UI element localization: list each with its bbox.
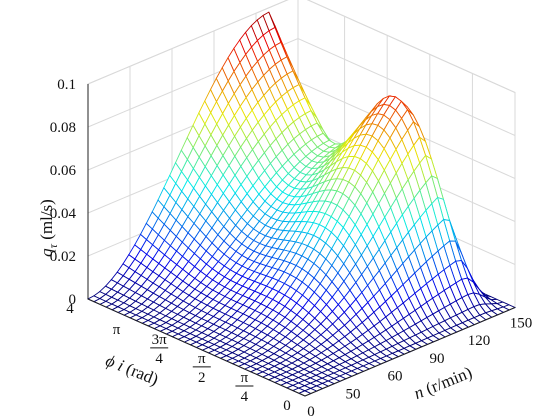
phi-tick-denominator: 4 bbox=[155, 351, 163, 367]
n-axis-label: n (r/min) bbox=[411, 363, 475, 403]
z-axis-label: qτ (ml/s) bbox=[37, 199, 60, 257]
z-tick-label: 0 bbox=[69, 292, 77, 308]
n-tick-label: 60 bbox=[388, 369, 403, 385]
phi-tick-label: 4 bbox=[66, 301, 74, 317]
grid-line-z bbox=[87, 0, 516, 93]
z-tick-label: 0.02 bbox=[50, 249, 76, 265]
n-tick-label: 120 bbox=[468, 333, 491, 349]
phi-tick-denominator: 4 bbox=[241, 389, 249, 405]
phi-tick-numerator: 3π bbox=[152, 332, 168, 348]
phi-tick-denominator: 2 bbox=[198, 370, 206, 386]
phi-tick-numerator: π bbox=[241, 370, 249, 386]
phi-tick-label: π bbox=[113, 322, 121, 338]
phi-tick-label: 0 bbox=[283, 398, 291, 414]
z-tick-label: 0.1 bbox=[57, 77, 76, 93]
z-tick-label: 0.04 bbox=[50, 206, 77, 222]
n-tick-label: 0 bbox=[307, 404, 315, 420]
n-tick-label: 90 bbox=[430, 351, 445, 367]
phi-axis-line bbox=[87, 298, 306, 397]
phi-tick-numerator: π bbox=[198, 351, 206, 367]
phi-axis-label: ϕ i (rad) bbox=[103, 351, 161, 389]
n-tick-label: 50 bbox=[346, 386, 361, 402]
surface-mesh bbox=[86, 11, 517, 397]
z-tick-label: 0.06 bbox=[50, 163, 77, 179]
n-axis-line bbox=[304, 307, 516, 397]
n-tick-label: 150 bbox=[510, 316, 533, 332]
z-tick-label: 0.08 bbox=[50, 120, 76, 136]
